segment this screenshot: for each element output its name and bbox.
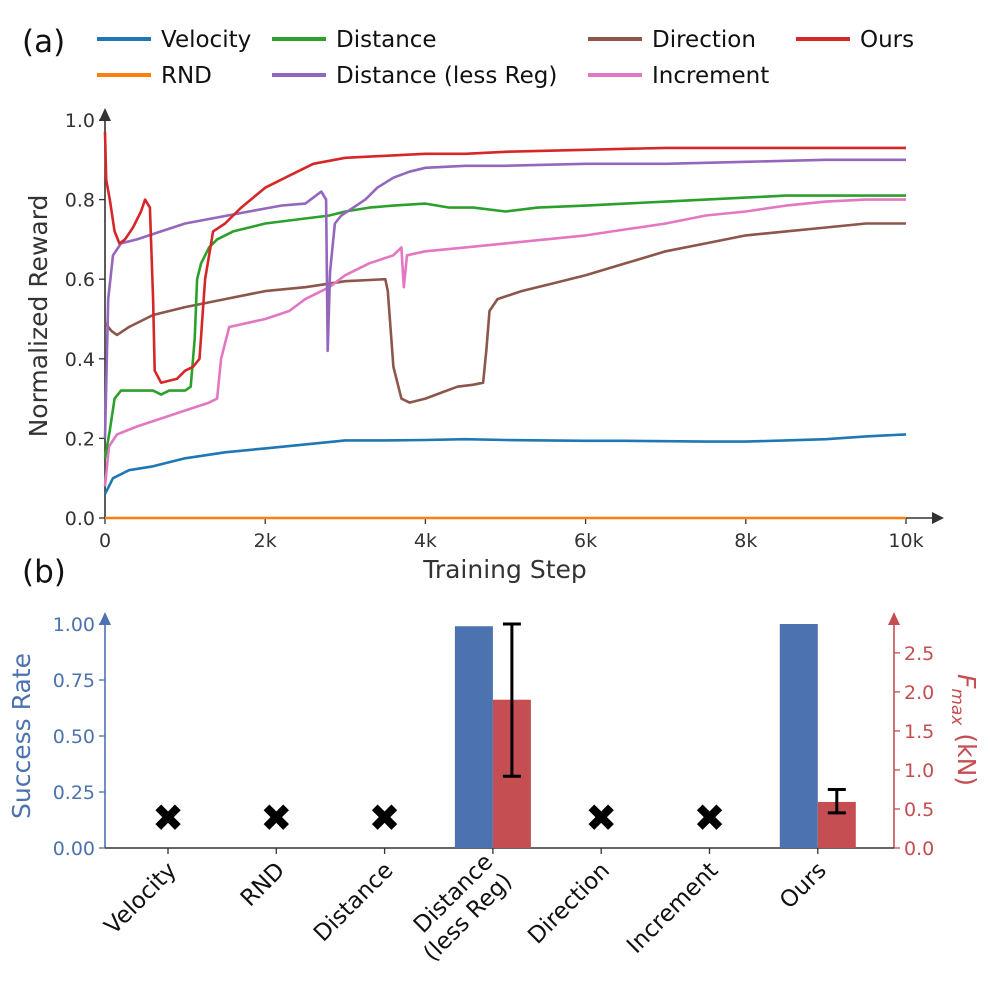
category-label: RND — [236, 858, 290, 912]
failure-x-icon: ✖ — [694, 796, 726, 840]
left-tick-label: 0.25 — [53, 782, 95, 804]
right-tick-label: 1.0 — [904, 760, 934, 782]
category-label: Distance — [309, 858, 399, 948]
right-axis-label: Fmax (kN) — [947, 674, 981, 786]
series-line-increment — [103, 198, 906, 487]
category-label: Distance(less Reg) — [400, 849, 518, 967]
x-tick-label: 2k — [254, 530, 277, 552]
panel-label-b: (b) — [22, 554, 66, 590]
category-label-line: Direction — [523, 858, 615, 950]
y-tick-label: 0.0 — [65, 508, 95, 530]
failure-x-icon: ✖ — [585, 796, 617, 840]
category-label-line: RND — [236, 858, 290, 912]
left-axis-arrow — [99, 612, 111, 625]
right-tick-label: 2.0 — [904, 682, 934, 704]
failure-x-icon: ✖ — [369, 796, 401, 840]
legend-label: Increment — [652, 63, 769, 89]
right-tick-label: 2.5 — [904, 643, 934, 665]
x-tick-label: 4k — [414, 530, 437, 552]
x-tick-label: 8k — [734, 530, 757, 552]
x-axis-label: Training Step — [422, 555, 587, 584]
series-line-ours — [103, 131, 906, 384]
right-tick-label: 1.5 — [904, 721, 934, 743]
x-tick-label: 10k — [888, 530, 923, 552]
legend-label: Distance — [336, 27, 437, 53]
y-tick-label: 0.8 — [65, 190, 95, 212]
series-line-direction — [103, 222, 906, 404]
success-rate-bar — [779, 624, 818, 848]
y-tick-label: 0.6 — [65, 269, 95, 291]
failure-x-icon: ✖ — [260, 796, 292, 840]
left-tick-label: 0.75 — [53, 670, 95, 692]
category-label: Velocity — [100, 858, 182, 940]
legend-label: Direction — [652, 27, 756, 53]
success-rate-bar — [454, 626, 493, 848]
category-label-line: Distance — [309, 858, 399, 948]
legend-label: Velocity — [161, 27, 251, 53]
y-axis-label: Normalized Reward — [24, 195, 53, 438]
series-line-distance-less-reg — [103, 158, 906, 439]
panel-a: (a) 0 2k 4k 6k 8k 10k 0.0 0.2 0.4 0.6 0.8 1.0 Trainin… — [22, 24, 944, 584]
category-label: Direction — [523, 858, 615, 950]
y-tick-label: 1.0 — [65, 110, 95, 132]
right-axis-arrow — [888, 612, 900, 625]
failure-x-icon: ✖ — [152, 796, 184, 840]
category-label-line: Ours — [775, 858, 832, 915]
category-label-line: Velocity — [100, 858, 182, 940]
y-tick-label: 0.4 — [65, 349, 95, 371]
right-axis-label-unit: (kN) — [952, 725, 981, 786]
right-tick-label: 0.0 — [904, 838, 934, 860]
y-axis-arrow — [99, 108, 111, 121]
left-tick-label: 0.00 — [53, 838, 95, 860]
legend-label: RND — [161, 63, 212, 89]
right-axis-label-main: F — [952, 674, 981, 689]
category-label: Ours — [775, 858, 832, 915]
x-axis-arrow — [932, 512, 944, 524]
category-label-line: Increment — [622, 858, 723, 959]
panel-b: (b) 0.00 0.25 0.50 0.75 1.00 Success Rate 0.0 0.… — [7, 554, 981, 967]
right-axis-label-sub: max — [947, 688, 967, 726]
x-tick-label: 0 — [99, 530, 111, 552]
series-line-distance — [103, 194, 906, 459]
left-tick-label: 1.00 — [53, 614, 95, 636]
right-tick-label: 0.5 — [904, 799, 934, 821]
x-tick-label: 6k — [574, 530, 597, 552]
left-tick-label: 0.50 — [53, 726, 95, 748]
series-line-velocity — [103, 433, 907, 495]
y-tick-label: 0.2 — [65, 428, 95, 450]
legend-label: Ours — [860, 27, 914, 53]
legend-label: Distance (less Reg) — [336, 63, 557, 89]
left-axis-label: Success Rate — [7, 653, 36, 819]
panel-label-a: (a) — [22, 24, 65, 60]
category-label: Increment — [622, 858, 723, 959]
